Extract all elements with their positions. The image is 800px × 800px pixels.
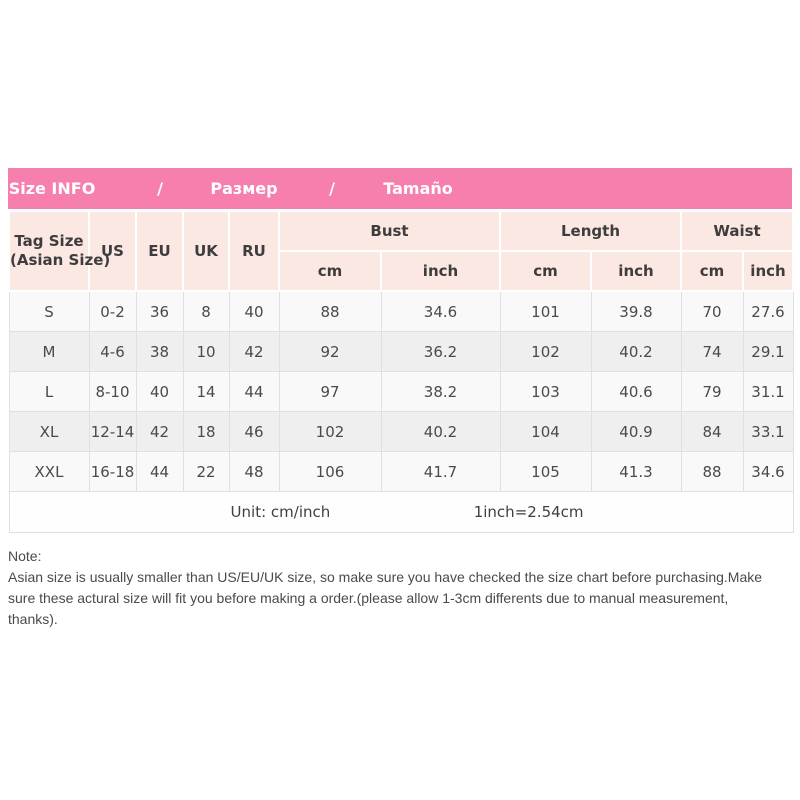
unit-row-content: Unit: cm/inch 1inch=2.54cm xyxy=(10,492,793,532)
cell-length-cm: 101 xyxy=(499,290,592,332)
header-bust-inch: inch xyxy=(380,250,501,292)
header-tag-size-line2: (Asian Size) xyxy=(10,251,111,269)
cell-uk: 18 xyxy=(182,411,230,452)
header-uk: UK xyxy=(182,210,230,292)
cell-uk: 8 xyxy=(182,290,230,332)
note-line: sure these actural size will fit you bef… xyxy=(8,590,729,606)
header-us: US xyxy=(88,210,137,292)
cell-uk: 14 xyxy=(182,371,230,412)
cell-eu: 38 xyxy=(135,331,184,372)
inch-conversion-label: 1inch=2.54cm xyxy=(473,503,584,521)
header-waist: Waist xyxy=(680,210,794,252)
cell-length-inch: 40.9 xyxy=(590,411,682,452)
cell-bust-cm: 106 xyxy=(278,451,382,492)
cell-bust-inch: 34.6 xyxy=(380,290,501,332)
banner-separator: / xyxy=(157,178,163,198)
cell-bust-cm: 97 xyxy=(278,371,382,412)
cell-waist-inch: 27.6 xyxy=(742,290,794,332)
cell-bust-inch: 40.2 xyxy=(380,411,501,452)
cell-us: 4-6 xyxy=(88,331,137,372)
cell-eu: 36 xyxy=(135,290,184,332)
cell-bust-inch: 36.2 xyxy=(380,331,501,372)
header-length-cm: cm xyxy=(499,250,592,292)
cell-length-cm: 104 xyxy=(499,411,592,452)
cell-tag: S xyxy=(8,290,90,332)
table-row-xxl: XXL 16-18 44 22 48 106 41.7 105 41.3 88 … xyxy=(8,451,794,492)
cell-tag: XXL xyxy=(8,451,90,492)
cell-length-inch: 39.8 xyxy=(590,290,682,332)
cell-length-cm: 102 xyxy=(499,331,592,372)
cell-bust-cm: 88 xyxy=(278,290,382,332)
header-bust-cm: cm xyxy=(278,250,382,292)
note-line: Asian size is usually smaller than US/EU… xyxy=(8,569,763,585)
cell-tag: XL xyxy=(8,411,90,452)
cell-waist-inch: 34.6 xyxy=(742,451,794,492)
cell-bust-inch: 41.7 xyxy=(380,451,501,492)
cell-uk: 10 xyxy=(182,331,230,372)
cell-length-cm: 103 xyxy=(499,371,592,412)
cell-bust-inch: 38.2 xyxy=(380,371,501,412)
note-line: thanks). xyxy=(8,611,58,627)
cell-length-inch: 41.3 xyxy=(590,451,682,492)
cell-waist-inch: 29.1 xyxy=(742,331,794,372)
header-ru: RU xyxy=(228,210,280,292)
note-section: Note: Asian size is usually smaller than… xyxy=(8,546,792,630)
table-header-row-1: Tag Size (Asian Size) US EU UK RU Bust L… xyxy=(8,210,794,292)
cell-waist-cm: 88 xyxy=(680,451,744,492)
header-waist-cm: cm xyxy=(680,250,744,292)
cell-eu: 44 xyxy=(135,451,184,492)
cell-bust-cm: 92 xyxy=(278,331,382,372)
table-row-xl: XL 12-14 42 18 46 102 40.2 104 40.9 84 3… xyxy=(8,411,794,452)
cell-ru: 40 xyxy=(228,290,280,332)
note-title: Note: xyxy=(8,548,42,564)
cell-ru: 42 xyxy=(228,331,280,372)
header-waist-inch: inch xyxy=(742,250,794,292)
cell-us: 0-2 xyxy=(88,290,137,332)
cell-waist-inch: 31.1 xyxy=(742,371,794,412)
cell-waist-cm: 79 xyxy=(680,371,744,412)
cell-length-inch: 40.6 xyxy=(590,371,682,412)
size-info-banner: Size INFO / Размер / Tamaño xyxy=(8,168,792,209)
cell-length-inch: 40.2 xyxy=(590,331,682,372)
table-row-s: S 0-2 36 8 40 88 34.6 101 39.8 70 27.6 xyxy=(8,290,794,332)
cell-ru: 48 xyxy=(228,451,280,492)
header-eu: EU xyxy=(135,210,184,292)
header-length: Length xyxy=(499,210,682,252)
cell-bust-cm: 102 xyxy=(278,411,382,452)
header-tag-size-line1: Tag Size xyxy=(14,232,84,250)
cell-waist-cm: 74 xyxy=(680,331,744,372)
cell-us: 8-10 xyxy=(88,371,137,412)
header-tag-size: Tag Size (Asian Size) xyxy=(8,210,111,292)
cell-waist-inch: 33.1 xyxy=(742,411,794,452)
size-table: Tag Size (Asian Size) US EU UK RU Bust L… xyxy=(8,210,794,533)
cell-tag: L xyxy=(8,371,90,412)
table-row-l: L 8-10 40 14 44 97 38.2 103 40.6 79 31.1 xyxy=(8,371,794,412)
cell-us: 12-14 xyxy=(88,411,137,452)
banner-title-spanish: Tamaño xyxy=(383,178,453,198)
cell-ru: 46 xyxy=(228,411,280,452)
cell-ru: 44 xyxy=(228,371,280,412)
cell-eu: 40 xyxy=(135,371,184,412)
banner-title-russian: Размер xyxy=(210,178,278,198)
cell-length-cm: 105 xyxy=(499,451,592,492)
cell-tag: M xyxy=(8,331,90,372)
cell-waist-cm: 70 xyxy=(680,290,744,332)
header-length-inch: inch xyxy=(590,250,682,292)
banner-title-english: Size INFO xyxy=(8,178,96,198)
unit-label: Unit: cm/inch xyxy=(230,503,331,521)
cell-waist-cm: 84 xyxy=(680,411,744,452)
table-header-row-2: cm inch cm inch cm inch xyxy=(9,250,794,292)
banner-separator: / xyxy=(329,178,335,198)
cell-eu: 42 xyxy=(135,411,184,452)
table-row-m: M 4-6 38 10 42 92 36.2 102 40.2 74 29.1 xyxy=(8,331,794,372)
header-bust: Bust xyxy=(278,210,501,252)
unit-row: Unit: cm/inch 1inch=2.54cm xyxy=(8,491,794,533)
cell-us: 16-18 xyxy=(88,451,137,492)
size-chart-panel: Size INFO / Размер / Tamaño Tag Size (As… xyxy=(8,168,794,630)
cell-uk: 22 xyxy=(182,451,230,492)
